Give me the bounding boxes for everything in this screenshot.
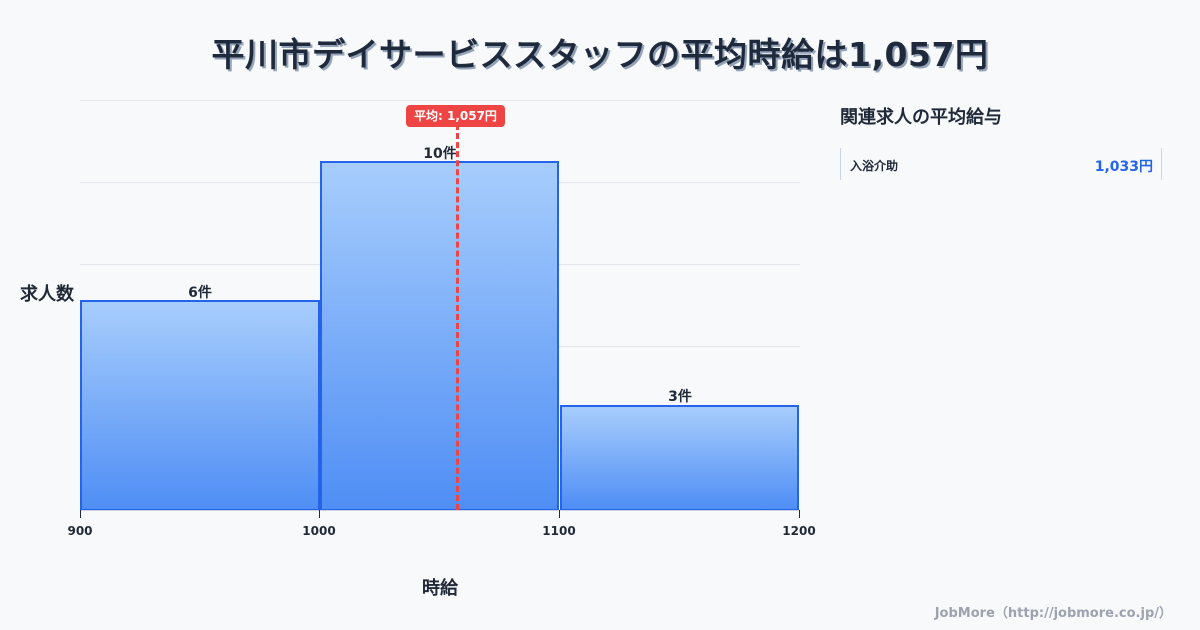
histogram-chart: 求人数 6件 10件 3件 900 1000 1100 1200 平均: 1,0…	[20, 100, 816, 599]
related-job-label: 入浴介助	[850, 159, 899, 173]
x-tick-label: 1200	[782, 524, 816, 538]
x-tick	[559, 510, 560, 518]
related-job-value: 1,033円	[1094, 159, 1153, 175]
mean-badge: 平均: 1,057円	[406, 105, 505, 127]
x-tick	[799, 510, 800, 518]
x-axis-label: 時給	[422, 578, 458, 599]
chart-title: 平川市デイサービススタッフの平均時給は1,057円	[211, 35, 989, 74]
footer-credit: JobMore（http://jobmore.co.jp/）	[934, 606, 1172, 621]
y-axis-label: 求人数	[20, 284, 74, 305]
x-tick-label: 1100	[542, 524, 576, 538]
related-job-item: 入浴介助 1,033円	[840, 148, 1162, 180]
x-tick-label: 1000	[302, 524, 336, 538]
x-tick-label: 900	[67, 524, 93, 538]
related-jobs-title: 関連求人の平均給与	[840, 107, 1002, 128]
bar-900-1000	[80, 300, 320, 511]
bar-value-label: 6件	[188, 285, 212, 301]
gridline	[80, 100, 800, 101]
x-tick	[80, 510, 81, 518]
x-tick	[319, 510, 320, 518]
bar-1100-1200	[560, 405, 799, 511]
mean-line	[456, 124, 459, 510]
related-jobs-panel: 関連求人の平均給与 入浴介助 1,033円	[840, 100, 1170, 180]
bar-value-label: 10件	[423, 146, 457, 162]
x-axis-line	[80, 510, 800, 511]
bar-value-label: 3件	[668, 389, 692, 405]
bar-1000-1100	[320, 161, 559, 511]
